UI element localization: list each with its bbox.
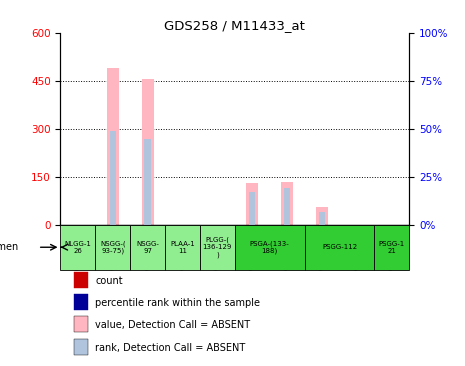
FancyBboxPatch shape (95, 225, 130, 269)
Text: rank, Detection Call = ABSENT: rank, Detection Call = ABSENT (95, 343, 246, 352)
Bar (74, 272, 88, 288)
Text: PLGG-(
136-129
): PLGG-( 136-129 ) (203, 237, 232, 258)
FancyBboxPatch shape (305, 225, 374, 269)
Bar (246, 183, 259, 225)
Bar (249, 192, 255, 225)
Text: PLAA-1
11: PLAA-1 11 (170, 241, 195, 254)
Bar (110, 131, 116, 225)
FancyBboxPatch shape (200, 225, 235, 269)
FancyBboxPatch shape (374, 225, 409, 269)
Text: NSGG-
97: NSGG- 97 (136, 241, 159, 254)
FancyBboxPatch shape (235, 225, 305, 269)
Bar (316, 208, 328, 225)
Text: specimen: specimen (0, 242, 19, 252)
Bar (74, 316, 88, 332)
Text: percentile rank within the sample: percentile rank within the sample (95, 298, 260, 308)
Text: value, Detection Call = ABSENT: value, Detection Call = ABSENT (95, 320, 251, 330)
Title: GDS258 / M11433_at: GDS258 / M11433_at (165, 19, 305, 32)
FancyBboxPatch shape (130, 225, 165, 269)
Bar (284, 188, 290, 225)
Text: NLGG-1
26: NLGG-1 26 (65, 241, 91, 254)
Bar (145, 139, 151, 225)
Bar (74, 339, 88, 355)
FancyBboxPatch shape (165, 225, 200, 269)
Bar (74, 294, 88, 310)
Text: PSGG-1
21: PSGG-1 21 (379, 241, 405, 254)
Bar (319, 212, 325, 225)
Text: count: count (95, 276, 123, 286)
Text: PSGA-(133-
188): PSGA-(133- 188) (250, 240, 290, 254)
Bar (281, 182, 293, 225)
Bar (106, 68, 119, 225)
Text: PSGG-112: PSGG-112 (322, 244, 357, 250)
Bar (141, 79, 154, 225)
Text: NSGG-(
93-75): NSGG-( 93-75) (100, 240, 126, 254)
FancyBboxPatch shape (60, 225, 95, 269)
